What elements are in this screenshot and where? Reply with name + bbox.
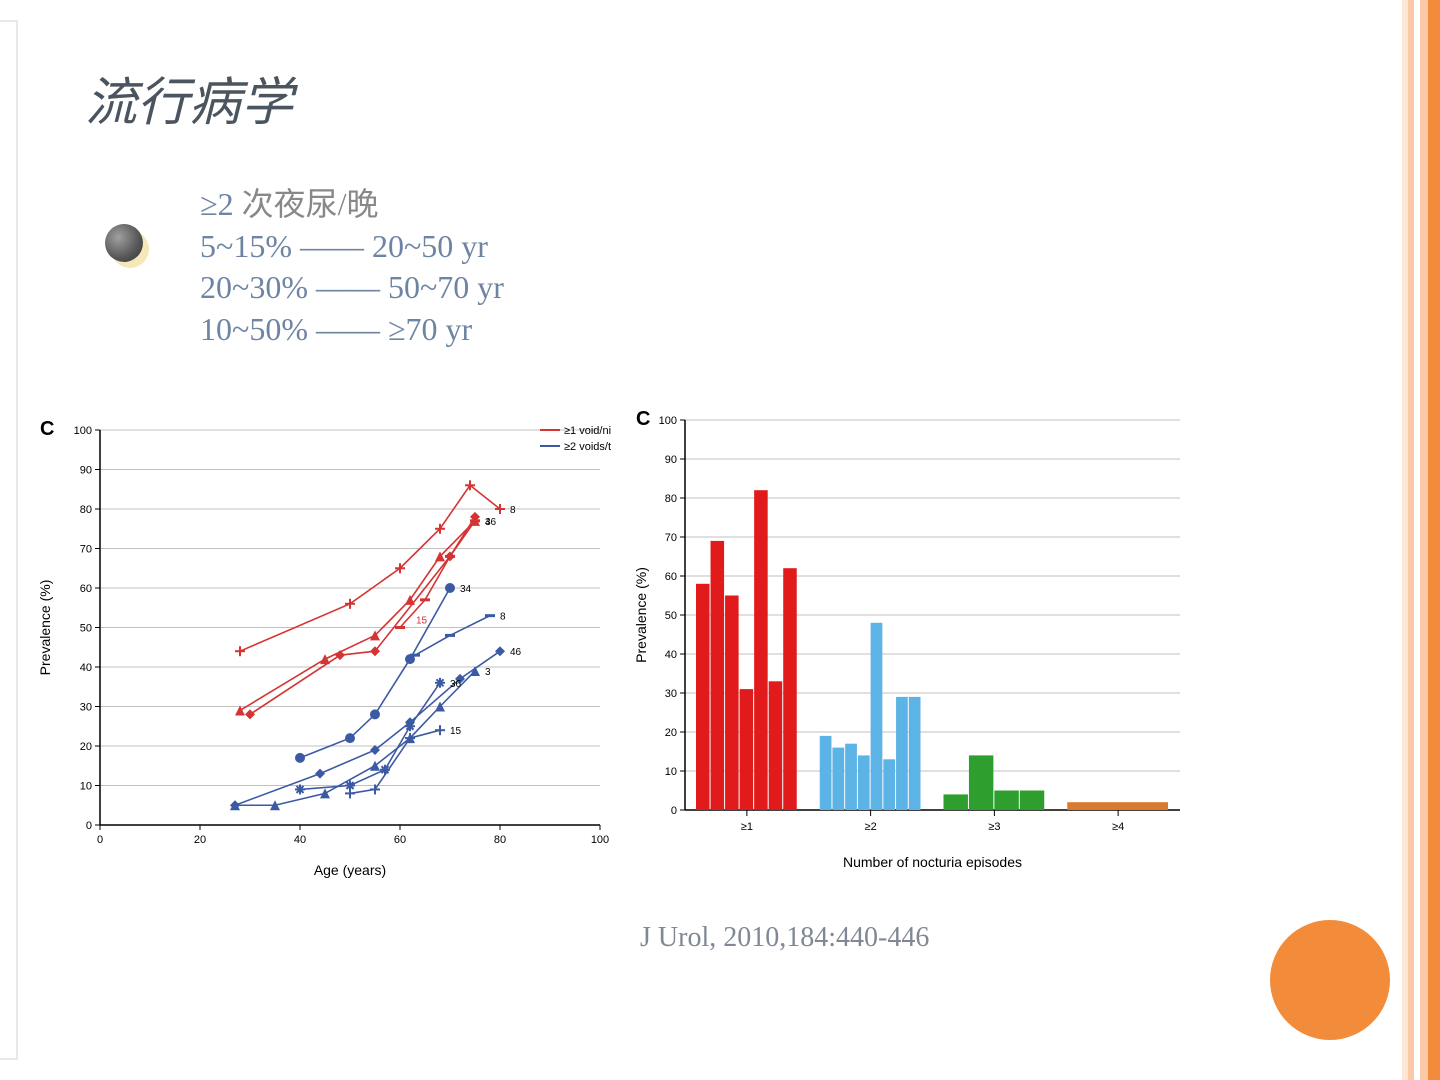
svg-text:100: 100 — [591, 834, 609, 846]
citation: J Urol, 2010,184:440-446 — [640, 922, 929, 954]
svg-text:≥2 voids/t: ≥2 voids/t — [564, 441, 611, 453]
svg-text:90: 90 — [665, 454, 677, 466]
svg-text:0: 0 — [97, 834, 103, 846]
side-stripes — [1402, 0, 1440, 1080]
svg-text:36: 36 — [450, 679, 462, 690]
line-chart-svg: C 0 10 20 30 40 50 60 70 80 90 100 0 20 40 60 80 100 Age (… — [30, 410, 630, 910]
bullet-line3: 20~30% —— 50~70 yr — [200, 269, 504, 305]
svg-text:80: 80 — [665, 493, 677, 505]
svg-text:80: 80 — [494, 834, 506, 846]
svg-text:≥1 void/ni: ≥1 void/ni — [564, 425, 611, 437]
svg-text:C: C — [40, 418, 54, 440]
svg-text:Age (years): Age (years) — [314, 862, 386, 878]
bar-chart-svg: C 0 10 20 30 40 50 60 70 80 90 100 Number of nocturi… — [630, 405, 1190, 905]
bullet-line1-prefix: ≥2 — [200, 186, 234, 222]
bullet-line4: 10~50% —— ≥70 yr — [200, 311, 472, 347]
svg-text:50: 50 — [80, 623, 92, 635]
svg-text:0: 0 — [86, 820, 92, 832]
bullet-text: ≥2 次夜尿/晚 5~15% —— 20~50 yr 20~30% —— 50~… — [200, 184, 504, 350]
bar-chart-panel: C 0 10 20 30 40 50 60 70 80 90 100 Number of nocturi… — [630, 405, 1190, 905]
svg-text:20: 20 — [665, 727, 677, 739]
svg-text:C: C — [636, 408, 650, 430]
svg-text:10: 10 — [665, 766, 677, 778]
svg-text:50: 50 — [665, 610, 677, 622]
svg-text:20: 20 — [194, 834, 206, 846]
svg-text:46: 46 — [510, 647, 522, 658]
bullet-line1-rest: 次夜尿/晚 — [234, 186, 379, 222]
svg-text:≥3: ≥3 — [988, 821, 1000, 833]
orange-circle-decor — [1270, 920, 1390, 1040]
svg-text:30: 30 — [665, 688, 677, 700]
svg-text:70: 70 — [665, 532, 677, 544]
svg-text:90: 90 — [80, 465, 92, 477]
svg-text:34: 34 — [460, 584, 472, 595]
stripe — [1420, 0, 1428, 1080]
svg-text:8: 8 — [510, 505, 516, 516]
svg-text:60: 60 — [80, 583, 92, 595]
svg-text:≥2: ≥2 — [865, 821, 877, 833]
svg-text:40: 40 — [294, 834, 306, 846]
bullet-line2: 5~15% —— 20~50 yr — [200, 228, 488, 264]
svg-text:60: 60 — [665, 571, 677, 583]
svg-text:15: 15 — [450, 726, 462, 737]
page-title: 流行病学 — [85, 60, 293, 135]
svg-text:15: 15 — [416, 616, 428, 627]
svg-text:40: 40 — [665, 649, 677, 661]
svg-text:≥4: ≥4 — [1112, 821, 1124, 833]
svg-text:3: 3 — [485, 667, 491, 678]
svg-text:0: 0 — [671, 805, 677, 817]
svg-text:46: 46 — [485, 517, 497, 528]
svg-text:≥1: ≥1 — [741, 821, 753, 833]
svg-text:10: 10 — [80, 781, 92, 793]
left-frame — [0, 20, 18, 1060]
svg-text:Prevalence (%): Prevalence (%) — [633, 567, 649, 663]
svg-text:100: 100 — [659, 415, 677, 427]
stripe — [1428, 0, 1440, 1080]
svg-text:40: 40 — [80, 662, 92, 674]
svg-text:70: 70 — [80, 544, 92, 556]
svg-text:80: 80 — [80, 504, 92, 516]
svg-text:20: 20 — [80, 741, 92, 753]
bullet-marker — [105, 224, 143, 262]
svg-text:100: 100 — [74, 425, 92, 437]
line-chart-panel: C 0 10 20 30 40 50 60 70 80 90 100 0 20 40 60 80 100 Age (… — [30, 410, 630, 910]
svg-text:Prevalence (%): Prevalence (%) — [37, 580, 53, 676]
svg-text:8: 8 — [500, 612, 506, 623]
svg-text:60: 60 — [394, 834, 406, 846]
svg-text:30: 30 — [80, 702, 92, 714]
svg-text:Number of nocturia episodes: Number of nocturia episodes — [843, 854, 1022, 870]
